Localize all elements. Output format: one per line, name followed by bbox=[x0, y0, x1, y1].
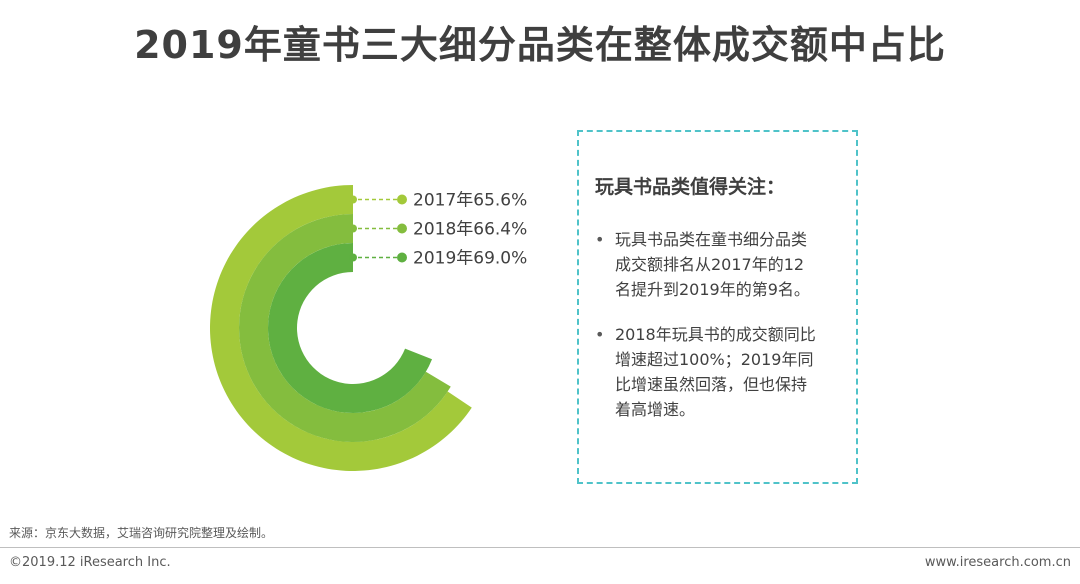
leader-start-dot bbox=[349, 253, 357, 262]
info-box: 玩具书品类值得关注： • 玩具书品类在童书细分品类 成交额排名从2017年的12… bbox=[577, 130, 858, 484]
leader-end-dot bbox=[397, 194, 407, 205]
bullet-item-2: • 2018年玩具书的成交额同比 增速超过100%；2019年同 比增速虽然回落… bbox=[595, 322, 836, 422]
ring-label: 2018年66.4% bbox=[413, 220, 527, 240]
ring-label: 2019年69.0% bbox=[413, 249, 527, 269]
leader-start-dot bbox=[349, 224, 357, 233]
bullet-line: 增速超过100%；2019年同 bbox=[615, 350, 814, 369]
leader-end-dot bbox=[397, 223, 407, 234]
website-text: www.iresearch.com.cn bbox=[924, 555, 1071, 570]
bullet-line: 2018年玩具书的成交额同比 bbox=[615, 325, 816, 344]
bullet-line: 玩具书品类在童书细分品类 bbox=[615, 230, 808, 249]
bullet-line: 成交额排名从2017年的12 bbox=[615, 255, 805, 274]
info-heading: 玩具书品类值得关注： bbox=[595, 176, 786, 198]
bullet-symbol: • bbox=[595, 325, 605, 344]
ring-label: 2017年65.6% bbox=[413, 191, 527, 211]
page-title: 2019年童书三大细分品类在整体成交额中占比 bbox=[134, 23, 946, 67]
bullet-line: 名提升到2019年的第9名。 bbox=[615, 280, 810, 299]
footer-divider bbox=[0, 547, 1080, 548]
bullet-line: 比增速虽然回落，但也保持 bbox=[615, 375, 808, 394]
leader-start-dot bbox=[349, 195, 357, 204]
leader-end-dot bbox=[397, 252, 407, 263]
source-note: 来源：京东大数据，艾瑞咨询研究院整理及绘制。 bbox=[9, 526, 274, 540]
bullet-item-1: • 玩具书品类在童书细分品类 成交额排名从2017年的12 名提升到2019年的… bbox=[595, 227, 836, 302]
bullet-symbol: • bbox=[595, 230, 605, 249]
copyright-text: ©2019.12 iResearch Inc. bbox=[9, 555, 171, 570]
bullet-line: 着高增速。 bbox=[615, 400, 696, 419]
ring-3 bbox=[268, 243, 433, 413]
